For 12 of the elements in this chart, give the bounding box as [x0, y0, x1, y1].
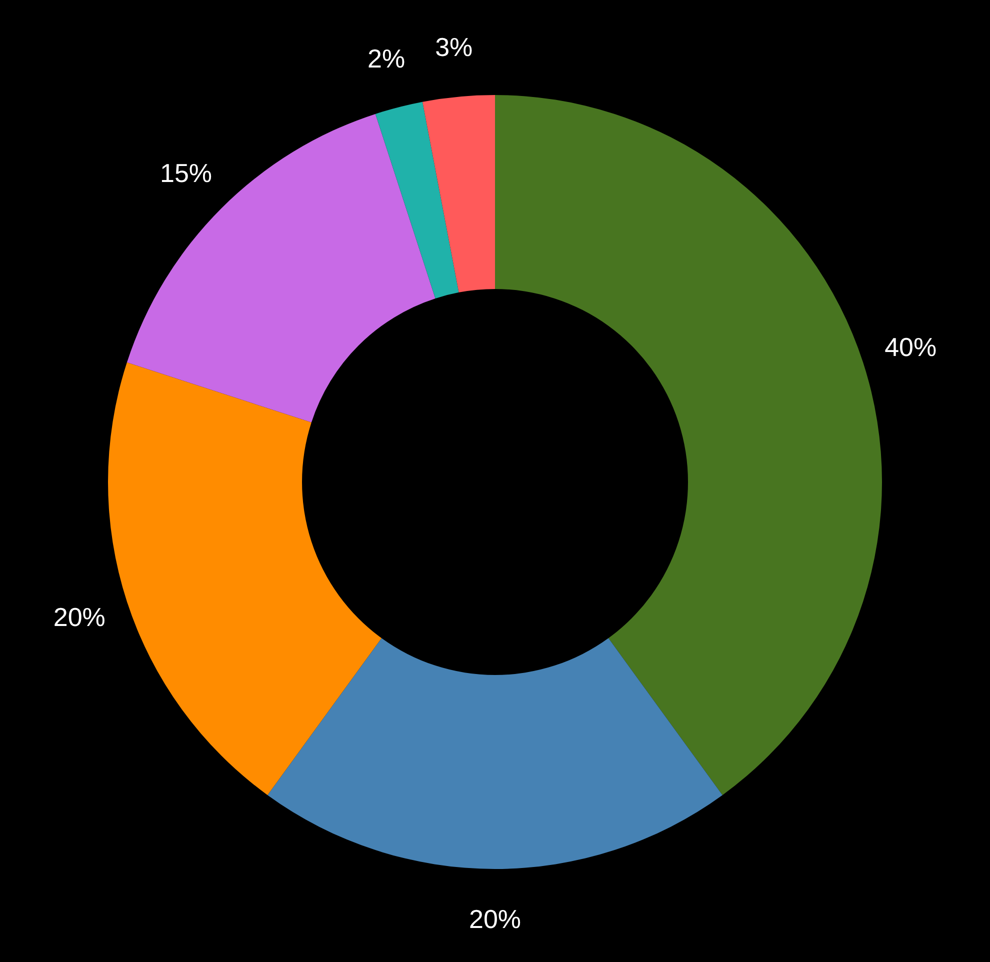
data-label: 15%: [160, 158, 212, 188]
data-label: 20%: [468, 904, 522, 934]
donut-slice: [108, 362, 382, 796]
donut-slice: [375, 102, 459, 298]
data-label: 20%: [53, 602, 106, 632]
donut-slice: [126, 114, 436, 422]
data-label: 2%: [368, 44, 406, 74]
data-label: 40%: [884, 332, 937, 362]
data-label: 3%: [435, 32, 473, 62]
donut-slice: [495, 95, 882, 796]
donut-slice: [422, 95, 495, 292]
donut-slice: [268, 638, 722, 869]
